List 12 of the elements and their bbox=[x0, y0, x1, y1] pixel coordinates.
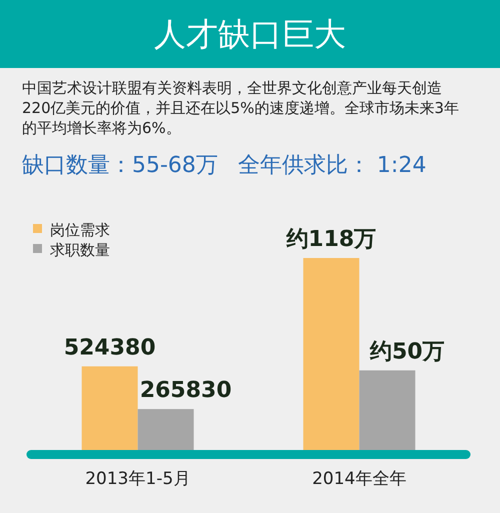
data-label: 524380 bbox=[64, 335, 156, 360]
text: 缺口数量：55-68万 bbox=[22, 153, 218, 178]
data-label: 265830 bbox=[140, 378, 232, 404]
data-label: 约50万 bbox=[368, 339, 445, 364]
data-label: 约118万 bbox=[285, 227, 376, 252]
x-tick-label: 2013年1-5月 bbox=[85, 469, 190, 489]
legend-label: 求职数量 bbox=[50, 241, 110, 259]
chart-subtitle: 中国艺术设计联盟有关资料表明，全世界文化创意产业每天创造220亿美元的价值，并且还在以5%的速度递增。全球市场未来3年的平均增长率将为6%。 bbox=[22, 78, 460, 138]
x-tick-label: 2014年全年 bbox=[312, 469, 406, 489]
chart-title: 人才缺口巨大 bbox=[0, 0, 500, 68]
text: 全年供求比： 1:24 bbox=[238, 153, 426, 178]
legend-label: 岗位需求 bbox=[50, 221, 110, 239]
